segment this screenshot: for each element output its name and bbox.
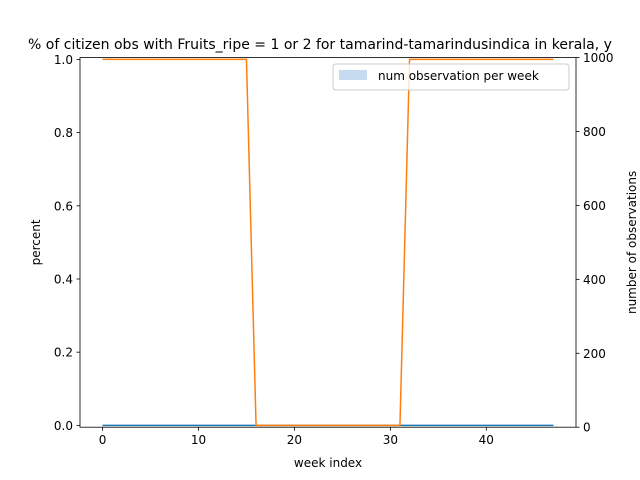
y-tick-label: 0.4 — [54, 272, 73, 286]
x-axis: 0 10 20 30 40 — [99, 427, 494, 447]
y2-tick-label: 600 — [583, 199, 606, 213]
x-tick-label: 30 — [383, 433, 398, 447]
x-axis-label: week index — [294, 456, 362, 470]
y2-axis-label: number of observations — [625, 171, 639, 314]
y2-tick-label: 800 — [583, 125, 606, 139]
legend-label: num observation per week — [378, 69, 539, 83]
y-axis-right: 0 200 400 600 800 1000 — [576, 51, 614, 435]
chart-title: % of citizen obs with Fruits_ripe = 1 or… — [28, 37, 612, 53]
y-tick-label: 0.8 — [54, 126, 73, 140]
y2-tick-label: 200 — [583, 347, 606, 361]
y-tick-label: 1.0 — [54, 53, 73, 67]
legend-swatch — [339, 70, 367, 80]
lines-layer — [102, 58, 554, 427]
y-tick-label: 0.0 — [54, 419, 73, 433]
y2-tick-label: 400 — [583, 273, 606, 287]
y-tick-label: 0.6 — [54, 199, 73, 213]
legend: num observation per week — [332, 63, 570, 91]
x-tick-label: 10 — [191, 433, 206, 447]
y2-tick-label: 0 — [583, 421, 591, 435]
x-tick-label: 0 — [99, 433, 107, 447]
x-tick-label: 20 — [287, 433, 302, 447]
y-axis-left: 0.0 0.2 0.4 0.6 0.8 1.0 — [54, 53, 80, 433]
x-tick-label: 40 — [479, 433, 494, 447]
y2-tick-label: 1000 — [583, 51, 614, 65]
y-axis-label: percent — [29, 219, 43, 265]
plot-frame — [79, 57, 577, 428]
y-tick-label: 0.2 — [54, 346, 73, 360]
legend-box — [332, 63, 570, 91]
series-line-1 — [102, 58, 554, 427]
